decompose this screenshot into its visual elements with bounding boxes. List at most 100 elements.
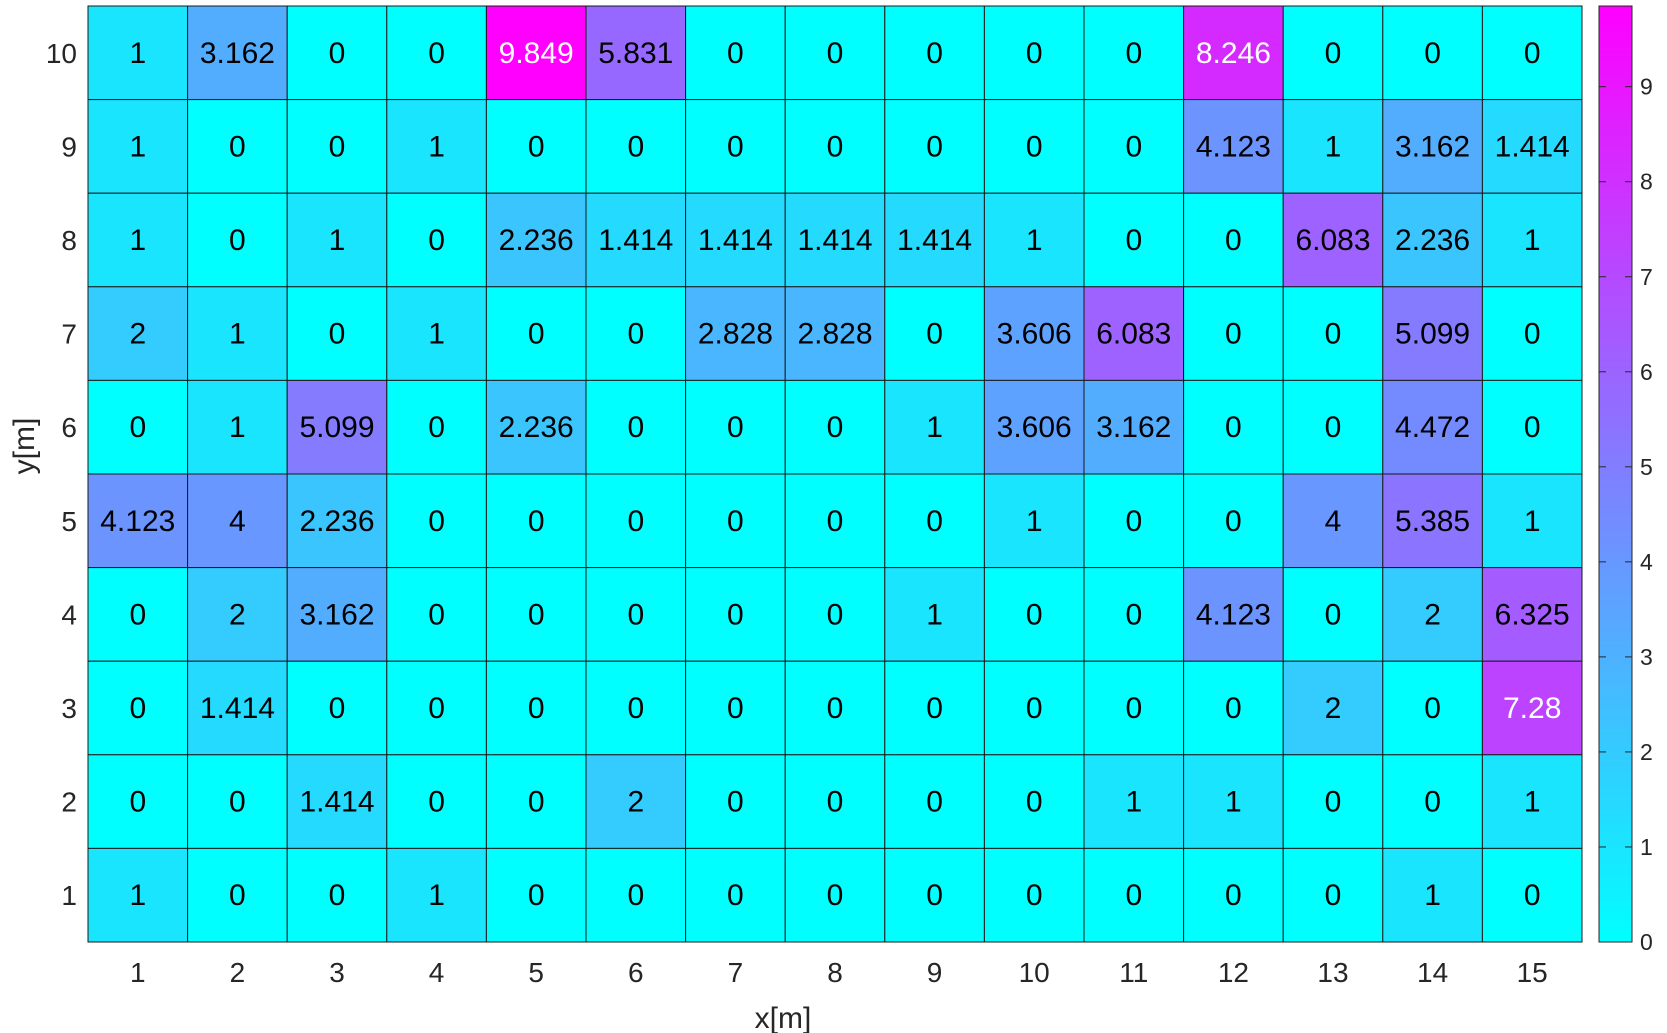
heatmap-cell	[1083, 286, 1185, 381]
cell-value-label: 1.414	[299, 786, 374, 819]
heatmap-cell	[1183, 379, 1284, 475]
heatmap-cell	[386, 847, 487, 943]
heatmap-cells: 1 3.162 0 0 9.849 5.831 0 0 0 0 0 8.246 0 0 0 1 0 0 1 0 0 0 0 0…	[87, 5, 1583, 943]
heatmap-cell	[685, 473, 786, 569]
heatmap-cell	[87, 5, 189, 101]
cell-value-label: 0	[528, 598, 545, 631]
cell-value-label: 0	[329, 318, 346, 351]
heatmap-cell	[286, 99, 388, 194]
x-tick-labels: 1 2 3 4 5 6 7 8 9 10 11 12 13 14 15	[130, 957, 1548, 988]
cell-value-label: 0	[129, 411, 146, 444]
cell-value-label: 0	[1125, 505, 1142, 538]
heatmap-cell	[884, 379, 985, 475]
heatmap-cell	[87, 660, 189, 756]
heatmap-cell	[1282, 660, 1384, 756]
colorbar-tick-label: 3	[1640, 644, 1653, 670]
heatmap-cell	[1481, 567, 1583, 662]
y-tick-label: 9	[61, 131, 77, 162]
heatmap-cell	[187, 847, 288, 943]
heatmap-cell	[585, 660, 687, 756]
heatmap-cell	[1083, 754, 1185, 849]
heatmap-cell	[784, 847, 886, 943]
heatmap-cell	[1183, 754, 1284, 849]
cell-value-label: 0	[926, 318, 943, 351]
cell-value-label: 0	[1325, 411, 1342, 444]
y-tick-label: 1	[61, 880, 77, 911]
cell-value-label: 0	[627, 318, 644, 351]
heatmap-cell	[1083, 473, 1185, 569]
heatmap-cell	[1183, 567, 1284, 662]
heatmap-cell	[1382, 286, 1483, 381]
heatmap-cell	[286, 660, 388, 756]
cell-value-label: 2	[1325, 692, 1342, 725]
heatmap-cell	[187, 567, 288, 662]
x-tick-label: 14	[1417, 957, 1448, 988]
x-tick-label: 5	[528, 957, 544, 988]
heatmap-cell	[1481, 99, 1583, 194]
cell-value-label: 2	[229, 598, 246, 631]
x-tick-label: 9	[927, 957, 943, 988]
heatmap-cell	[187, 754, 288, 849]
heatmap-cell	[685, 754, 786, 849]
cell-value-label: 0	[329, 879, 346, 912]
y-axis-label: y[m]	[8, 418, 41, 475]
heatmap-cell	[286, 754, 388, 849]
colorbar-tick-label: 9	[1640, 74, 1653, 100]
heatmap-cell	[884, 192, 985, 288]
cell-value-label: 1.414	[897, 224, 972, 257]
heatmap-cell	[187, 99, 288, 194]
cell-value-label: 7.28	[1503, 692, 1561, 725]
cell-value-label: 0	[528, 879, 545, 912]
cell-value-label: 0	[329, 130, 346, 163]
cell-value-label: 0	[1225, 411, 1242, 444]
heatmap-cell	[884, 567, 985, 662]
colorbar-ticks: 0 1 2 3 4 5 6 7 8 9	[1599, 74, 1653, 955]
cell-value-label: 0	[926, 692, 943, 725]
heatmap-cell	[685, 99, 786, 194]
heatmap-cell	[1183, 286, 1284, 381]
heatmap-cell	[784, 99, 886, 194]
cell-value-label: 1	[129, 879, 146, 912]
heatmap-cell	[1481, 660, 1583, 756]
cell-value-label: 0	[1225, 692, 1242, 725]
heatmap-cell	[286, 286, 388, 381]
x-tick-label: 4	[429, 957, 445, 988]
heatmap-cell	[983, 567, 1085, 662]
cell-value-label: 0	[528, 505, 545, 538]
cell-value-label: 3.162	[299, 598, 374, 631]
cell-value-label: 5.099	[1395, 318, 1470, 351]
cell-value-label: 0	[428, 692, 445, 725]
cell-value-label: 1.414	[797, 224, 872, 257]
cell-value-label: 0	[1026, 786, 1043, 819]
y-tick-label: 7	[61, 319, 77, 350]
heatmap-cell	[983, 754, 1085, 849]
heatmap-cell	[1083, 847, 1185, 943]
x-tick-label: 7	[728, 957, 744, 988]
cell-value-label: 0	[1325, 598, 1342, 631]
heatmap-cell	[1282, 99, 1384, 194]
cell-value-label: 0	[428, 598, 445, 631]
heatmap-cell	[286, 5, 388, 101]
cell-value-label: 0	[1026, 130, 1043, 163]
heatmap-cell	[784, 286, 886, 381]
heatmap-cell	[784, 5, 886, 101]
cell-value-label: 0	[827, 879, 844, 912]
heatmap-cell	[983, 286, 1085, 381]
heatmap-cell	[286, 847, 388, 943]
cell-value-label: 0	[827, 37, 844, 70]
cell-value-label: 1	[1424, 879, 1441, 912]
cell-value-label: 0	[1524, 318, 1541, 351]
cell-value-label: 2	[1424, 598, 1441, 631]
heatmap-cell	[784, 567, 886, 662]
cell-value-label: 0	[1524, 879, 1541, 912]
cell-value-label: 1	[1524, 224, 1541, 257]
heatmap-cell	[87, 192, 189, 288]
cell-value-label: 3.606	[997, 411, 1072, 444]
heatmap-cell	[187, 286, 288, 381]
cell-value-label: 0	[1225, 879, 1242, 912]
cell-value-label: 1	[1325, 130, 1342, 163]
cell-value-label: 0	[627, 879, 644, 912]
heatmap-cell	[585, 473, 687, 569]
cell-value-label: 2.828	[698, 318, 773, 351]
cell-value-label: 0	[627, 130, 644, 163]
